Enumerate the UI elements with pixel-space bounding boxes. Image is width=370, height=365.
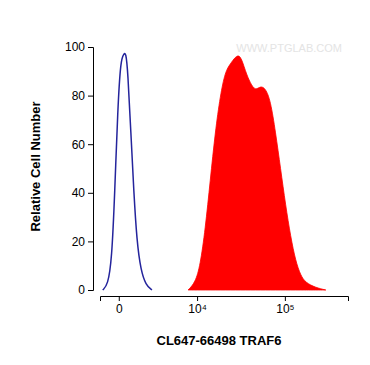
y-tick-mark	[88, 47, 93, 48]
y-tick-label: 0	[78, 283, 85, 297]
x-axis-title: CL647-66498 TRAF6	[157, 333, 282, 348]
y-tick-label: 40	[72, 186, 86, 200]
y-tick-mark	[88, 144, 93, 145]
x-tick-label: 10⁵	[276, 302, 294, 316]
x-tick-mark	[197, 296, 198, 301]
y-tick: 40	[72, 186, 93, 200]
y-tick: 0	[78, 283, 93, 297]
y-tick-label: 80	[72, 89, 86, 103]
y-tick-mark	[88, 290, 93, 291]
y-tick: 60	[72, 138, 93, 152]
y-axis: 0 20 40 60 80 100	[65, 40, 94, 297]
y-tick: 100	[65, 40, 93, 54]
plot-area	[103, 54, 326, 290]
histogram-line	[103, 54, 152, 290]
x-tick: 10⁵	[276, 296, 294, 316]
x-tick-label: 0	[116, 302, 123, 316]
histogram-area	[188, 56, 326, 290]
y-tick-mark	[88, 96, 93, 97]
x-tick-label: 10⁴	[188, 302, 207, 316]
y-tick-mark	[88, 193, 93, 194]
chart: WWW.PTGLAB.COM 0 10⁴ 10⁵ 0 20 40 60 80 100 CL647-6…	[0, 0, 370, 365]
x-tick-mark	[119, 296, 120, 301]
x-axis-line	[101, 297, 349, 302]
y-axis-title: Relative Cell Number	[28, 101, 43, 231]
y-tick-mark	[88, 241, 93, 242]
y-tick-label: 20	[72, 235, 86, 249]
y-axis-line	[88, 48, 94, 291]
x-axis: 0 10⁴ 10⁵	[101, 296, 349, 316]
y-tick: 80	[72, 89, 93, 103]
x-tick: 10⁴	[188, 296, 207, 316]
x-tick: 0	[116, 296, 123, 316]
y-tick-label: 100	[65, 40, 85, 54]
watermark: WWW.PTGLAB.COM	[236, 42, 342, 54]
y-tick: 20	[72, 235, 93, 249]
x-tick-mark	[285, 296, 286, 301]
y-tick-label: 60	[72, 138, 86, 152]
